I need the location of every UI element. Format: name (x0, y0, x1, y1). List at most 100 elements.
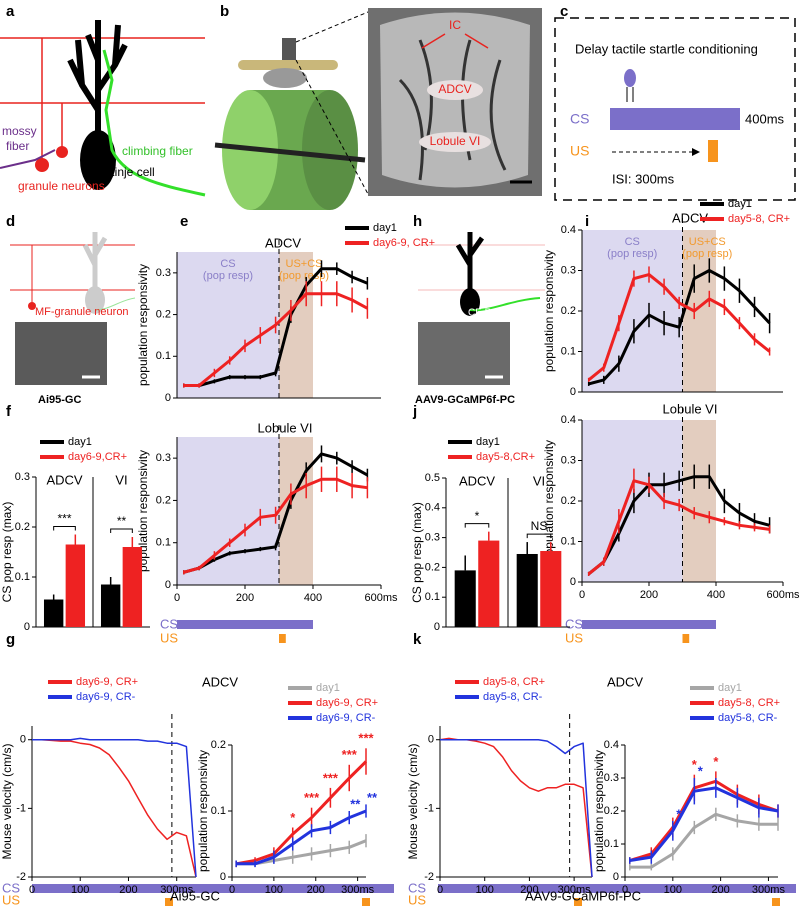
panel-label: d (6, 213, 15, 230)
x-tick-label: 100 (664, 884, 682, 896)
legend-label: day6-9, CR- (316, 712, 376, 724)
region (279, 252, 313, 398)
x-tick-label: 0 (29, 884, 35, 896)
y-tick-label: 0.1 (156, 350, 171, 362)
region-label: US+CS (689, 236, 726, 248)
granule-cell (56, 146, 68, 158)
region (279, 437, 313, 585)
bar (540, 551, 562, 627)
y-axis-label: CS pop resp (max) (410, 502, 424, 603)
x-tick-label: 0 (622, 884, 628, 896)
axle (214, 142, 366, 163)
y-tick-label: -1 (424, 802, 434, 814)
significance-bracket (53, 526, 76, 531)
series-line (629, 812, 778, 869)
label: climbing fiber (122, 144, 193, 158)
label: IC (449, 18, 461, 32)
y-tick-label: -2 (424, 871, 434, 883)
bar (516, 553, 538, 627)
mouse (263, 68, 307, 88)
chart-title: ADCV (265, 235, 301, 250)
y-tick-label: 0.2 (211, 739, 226, 751)
y-tick-label: 0.1 (156, 537, 171, 549)
x-tick-label: 100 (71, 884, 89, 896)
y-tick-label: 0 (165, 579, 171, 591)
legend-label: day1 (316, 682, 340, 694)
region (682, 230, 716, 392)
y-tick-label: 0 (613, 871, 619, 883)
bar (478, 540, 500, 627)
label: CS (408, 880, 426, 895)
panel-label: g (6, 631, 15, 648)
legend-label: day5-8, CR+ (728, 213, 790, 225)
significance: *** (57, 512, 71, 526)
y-tick-label: 0 (165, 392, 171, 404)
significance: * (692, 757, 698, 772)
series-line (32, 737, 197, 878)
y-tick-label: 0 (434, 621, 440, 633)
significance: ** (367, 790, 378, 805)
soma (460, 288, 480, 316)
panel-label: k (413, 631, 422, 648)
y-tick-label: 0.4 (561, 414, 576, 426)
panel-label: c (560, 3, 568, 20)
chart-title: ADCV (672, 210, 708, 225)
region (177, 252, 279, 398)
region-label: US+CS (286, 258, 323, 270)
y-axis-label: population responsivity (592, 750, 606, 872)
label: AAV9-GCaMP6f-PC (415, 394, 515, 406)
cs-bar (32, 884, 394, 893)
y-axis-label: population responsivity (136, 450, 150, 572)
y-tick-label: 0.2 (604, 805, 619, 817)
label: 400ms (745, 111, 785, 126)
x-tick-label: 200 (119, 884, 137, 896)
x-tick-label: 400 (304, 592, 322, 604)
legend-label: day1 (718, 682, 742, 694)
arrow-head (692, 148, 700, 156)
x-tick-label: 300ms (558, 884, 592, 896)
significance: * (290, 810, 296, 825)
y-tick-label: 0.5 (425, 472, 440, 484)
label: CS (570, 111, 589, 127)
y-axis-label: Mouse velocity (cm/s) (0, 743, 14, 859)
x-tick-label: 200 (520, 884, 538, 896)
arrow (421, 33, 489, 49)
y-tick-label: 0 (428, 734, 434, 746)
x-tick-label: 600ms (766, 589, 800, 601)
us-bar (772, 898, 780, 906)
y-tick-label: 0 (570, 386, 576, 398)
x-tick-label: 0 (174, 592, 180, 604)
y-tick-label: 0 (570, 576, 576, 588)
significance: ** (350, 796, 361, 811)
label: Lobule VI (430, 134, 481, 148)
y-tick-label: 0.3 (561, 454, 576, 466)
legend-label: day6-9, CR- (76, 691, 136, 703)
x-tick-label: 300ms (160, 884, 194, 896)
panel-label: f (6, 403, 12, 420)
bar (454, 570, 476, 627)
significance-bracket (526, 533, 552, 539)
caption: AAV9-GCaMP6f-PC (525, 888, 641, 903)
y-tick-label: 0.2 (156, 308, 171, 320)
protocol-title: Delay tactile startle conditioning (575, 41, 758, 56)
zoom-line (295, 11, 369, 43)
category-label: ADCV (459, 473, 495, 488)
mossy-fiber (0, 149, 56, 169)
y-tick-label: 0.2 (15, 521, 30, 533)
region (582, 230, 683, 392)
y-tick-label: 0.2 (425, 561, 440, 573)
y-tick-label: 0.1 (604, 838, 619, 850)
region (177, 437, 279, 585)
y-tick-label: 0.4 (604, 739, 619, 751)
y-axis-label: population responsivity (542, 250, 556, 372)
y-tick-label: 0.3 (15, 471, 30, 483)
y-axis-label: population responsivity (136, 264, 150, 386)
zoom-line (295, 59, 369, 195)
label: CS (2, 880, 20, 895)
led (624, 69, 636, 87)
chart-title: Lobule VI (258, 420, 313, 435)
y-tick-label: 0 (20, 734, 26, 746)
chart-title: ADCV (202, 674, 238, 689)
panel-labels: a b c d e f g h i j k (6, 3, 589, 648)
